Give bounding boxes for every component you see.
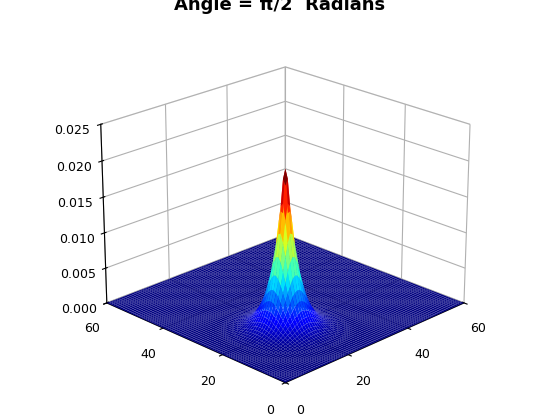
Title: Angle = π/2  Radians: Angle = π/2 Radians <box>174 0 386 14</box>
